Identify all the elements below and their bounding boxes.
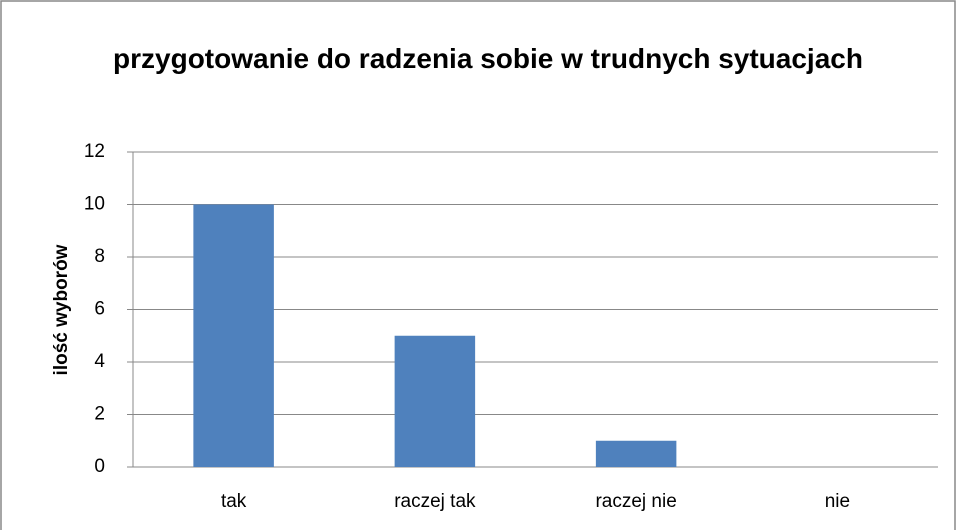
y-tick-label: 6 xyxy=(94,299,105,320)
x-tick-label: tak xyxy=(221,491,247,512)
bar xyxy=(394,335,476,467)
chart-title: przygotowanie do radzenia sobie w trudny… xyxy=(113,43,863,74)
x-tick-label: nie xyxy=(825,491,850,512)
bar xyxy=(595,440,677,467)
bar xyxy=(193,204,274,467)
x-tick-label: raczej nie xyxy=(595,491,676,512)
y-tick-label: 2 xyxy=(94,404,105,425)
y-tick-label: 8 xyxy=(94,246,105,267)
y-tick-label: 12 xyxy=(84,141,105,162)
x-tick-label: raczej tak xyxy=(394,491,476,512)
y-tick-label: 4 xyxy=(94,351,105,372)
y-tick-label: 10 xyxy=(84,194,105,215)
y-tick-label: 0 xyxy=(94,456,105,477)
y-axis-label: ilość wyborów xyxy=(51,244,72,375)
